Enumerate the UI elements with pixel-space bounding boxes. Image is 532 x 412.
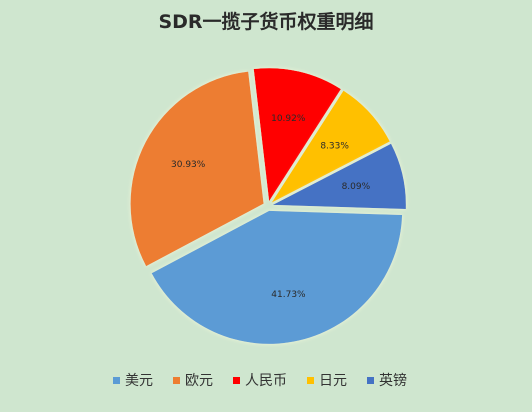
legend-label-人民币: 人民币 [245,373,287,389]
legend-label-美元: 美元 [125,373,153,389]
slice-label-人民币: 10.92% [271,114,306,124]
legend-label-日元: 日元 [319,373,347,389]
slice-labels: 30.93% 10.92% 8.33% 8.09% 41.73% [171,114,371,300]
slice-label-英镑: 8.09% [342,182,371,192]
legend-swatch-日元 [307,377,314,384]
legend-label-英镑: 英镑 [379,372,407,389]
pie-slice-英镑 [272,143,406,210]
legend-swatch-欧元 [173,377,180,384]
slice-label-美元: 41.73% [271,290,306,300]
pie-slice-美元 [151,210,403,344]
legend-label-欧元: 欧元 [185,373,213,389]
slice-label-日元: 8.33% [320,141,349,151]
legend-item-欧元: 欧元 [173,373,213,389]
chart-title: SDR一揽子货币权重明细 [158,10,373,33]
legend-swatch-英镑 [367,377,374,384]
pie-slice-人民币 [253,68,341,202]
legend-item-英镑: 英镑 [367,372,407,389]
legend: 美元 欧元 人民币 日元 英镑 [113,372,407,389]
legend-item-美元: 美元 [113,373,153,389]
pie-slice-日元 [271,90,390,203]
legend-swatch-美元 [113,377,120,384]
legend-item-日元: 日元 [307,373,347,389]
pie-slice-欧元 [130,71,264,267]
pie-slices [130,68,406,344]
legend-swatch-人民币 [233,377,240,384]
legend-item-人民币: 人民币 [233,373,287,389]
slice-label-欧元: 30.93% [171,160,206,170]
